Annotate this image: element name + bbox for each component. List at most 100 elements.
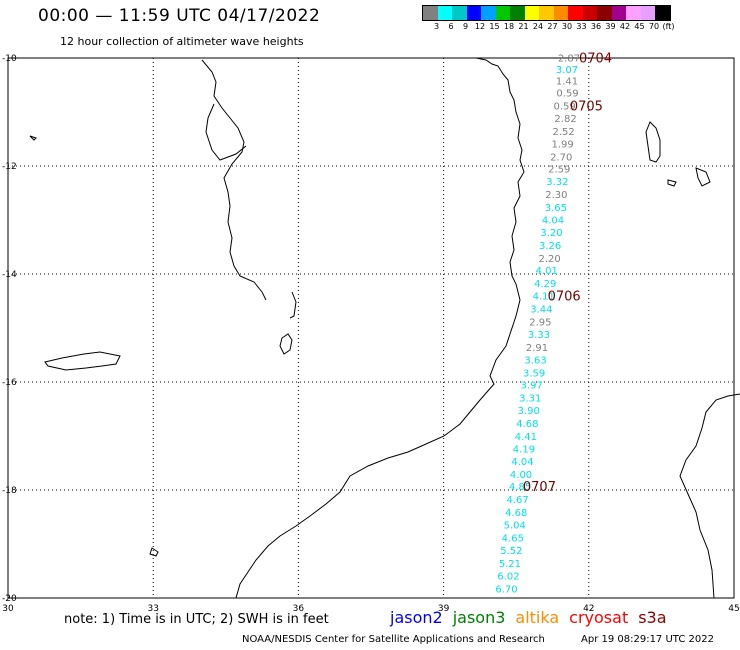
chart-subtitle: 12 hour collection of altimeter wave hei… (60, 35, 304, 48)
pass-time-label: 0704 (579, 51, 612, 66)
color-scale-labels: 3 6 9 12 15 18 21 24 27 30 33 36 39 42 45 70 (ft) (422, 22, 732, 34)
lon-tick-label: 33 (147, 604, 158, 614)
legend-label: 18 (503, 22, 515, 31)
mainland-coastline (235, 57, 525, 599)
lon-tick-label: 42 (583, 604, 594, 614)
mayotte-outline (29, 135, 37, 141)
wave-height-value: 6.70 (495, 584, 517, 595)
lon-tick-label: 45 (728, 604, 739, 614)
legend-swatch (452, 6, 467, 20)
wave-height-value: 3.59 (523, 368, 545, 379)
legend-swatch (437, 6, 452, 20)
lat-tick-label: -10 (2, 54, 17, 64)
lon-tick-label: 30 (2, 604, 14, 614)
wave-height-value: 4.68 (516, 419, 538, 430)
generation-timestamp: Apr 19 08:29:17 UTC 2022 (581, 634, 714, 645)
wave-height-value: 2.59 (548, 165, 570, 176)
wave-height-value: 2.91 (526, 343, 548, 354)
legend-swatch (582, 6, 597, 20)
legend-label: 45 (634, 22, 645, 31)
legend-label: 15 (489, 22, 500, 31)
pass-time-labels: 0704 0705 0706 0707 (523, 51, 612, 495)
wave-height-value: 4.04 (542, 215, 564, 226)
wave-height-value: 2.20 (538, 254, 560, 265)
legend-swatch (510, 6, 525, 20)
lake-malawi-outline (201, 59, 267, 301)
wave-height-value: 0.59 (553, 102, 575, 113)
legend-label: 27 (547, 22, 558, 31)
satellite-name: altika (515, 608, 560, 627)
wave-height-value: 2.70 (550, 152, 572, 163)
wave-height-value: 4.29 (534, 279, 556, 290)
pass-time-label: 0706 (548, 290, 581, 305)
legend-label: 36 (590, 22, 602, 31)
legend-label: 70 (648, 22, 660, 31)
lat-tick-label: -16 (2, 378, 17, 388)
wave-height-value: 3.07 (556, 65, 578, 76)
wave-height-value: 1.41 (556, 77, 578, 88)
lat-lon-grid: 30 33 36 39 42 45 -10 -12 -14 -16 -18 -20 (2, 54, 740, 614)
legend-label: (ft) (662, 22, 675, 31)
legend-swatch (423, 6, 438, 20)
wave-height-value: 3.97 (521, 381, 543, 392)
wave-height-value: 4.67 (507, 495, 529, 506)
moheli-outline (667, 179, 677, 187)
legend-swatch (611, 6, 626, 20)
legend-label: 21 (518, 22, 529, 31)
wave-height-value: 6.02 (497, 571, 519, 582)
wave-height-value: 5.04 (504, 521, 526, 532)
legend-swatch (481, 6, 496, 20)
legend-swatch (640, 6, 655, 20)
satellite-name: jason3 (452, 608, 506, 627)
wave-height-value: 2.30 (545, 190, 567, 201)
shire-river-outline (289, 291, 297, 319)
wave-height-value: 4.85 (509, 482, 531, 493)
wave-height-value: 3.33 (528, 330, 550, 341)
wave-height-value: 3.32 (546, 177, 568, 188)
wave-height-value: 4.68 (505, 508, 527, 519)
wave-height-value: 4.65 (502, 534, 524, 545)
wave-height-value: 4.01 (536, 266, 558, 277)
legend-swatch (626, 6, 641, 20)
legend-label: 39 (605, 22, 616, 31)
lat-tick-label: -12 (2, 162, 17, 172)
legend-swatch (495, 6, 510, 20)
legend-swatch (466, 6, 481, 20)
grande-comore-outline (645, 121, 661, 163)
wave-height-readings: 2.873.071.410.590.592.822.521.992.702.59… (495, 53, 580, 595)
legend-label: 42 (619, 22, 631, 31)
color-scale-legend (422, 5, 671, 21)
lat-tick-label: -18 (2, 486, 17, 496)
pass-time-label: 0705 (570, 100, 603, 115)
lake-kariba-outline (44, 351, 121, 371)
legend-swatch (568, 6, 583, 20)
wave-height-value: 4.11 (533, 292, 555, 303)
wave-height-value: 4.41 (515, 432, 537, 443)
pass-time-label: 0707 (523, 480, 556, 495)
legend-label: 9 (462, 22, 469, 31)
legend-swatch (524, 6, 539, 20)
coastlines (29, 57, 740, 599)
wave-height-value: 2.87 (558, 53, 580, 64)
wave-height-value: 2.82 (554, 114, 576, 125)
lon-tick-label: 39 (438, 604, 450, 614)
lat-tick-label: -20 (2, 594, 17, 604)
anjouan-outline (695, 167, 711, 187)
legend-label: 12 (474, 22, 486, 31)
lon-tick-label: 36 (293, 604, 305, 614)
chart-title: 00:00 — 11:59 UTC 04/17/2022 (38, 6, 321, 26)
legend-swatch (539, 6, 554, 20)
lat-tick-label: -14 (2, 270, 17, 280)
legend-swatch (655, 6, 670, 20)
madagascar-coastline (679, 393, 740, 599)
satellite-name: cryosat (569, 608, 629, 627)
wave-height-value: 1.99 (552, 139, 574, 150)
wave-height-value: 5.52 (500, 546, 522, 557)
legend-label: 3 (433, 22, 440, 31)
wave-height-value: 2.52 (552, 127, 574, 138)
legend-label: 33 (576, 22, 587, 31)
wave-height-value: 4.00 (510, 470, 532, 481)
satellite-legend: jason2 jason3 altika cryosat s3a (390, 608, 677, 627)
wave-height-value: 3.26 (539, 241, 561, 252)
